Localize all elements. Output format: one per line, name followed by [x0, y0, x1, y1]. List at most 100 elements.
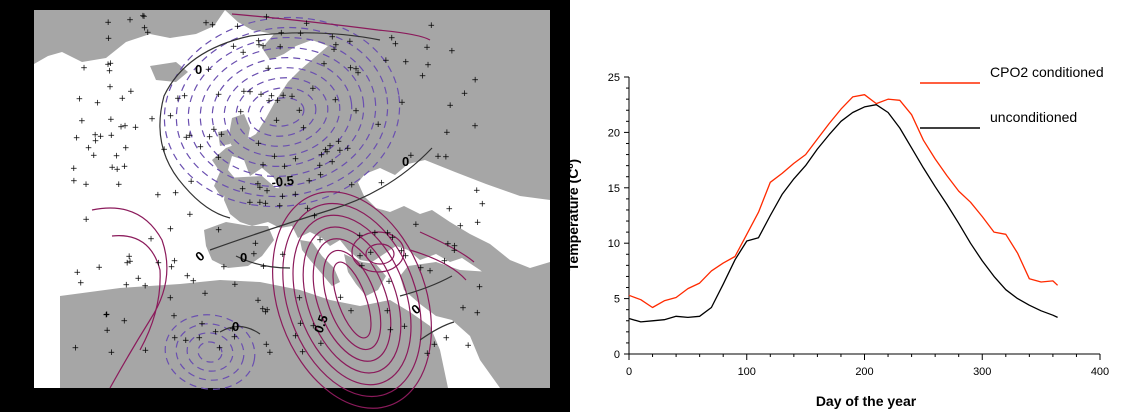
station-marker: +: [348, 181, 356, 191]
station-marker: +: [82, 215, 90, 225]
station-marker: +: [239, 48, 247, 58]
zero-contour: [399, 275, 453, 297]
station-marker: +: [385, 277, 393, 287]
negative-contour: [175, 323, 245, 381]
positive-contour: [322, 249, 382, 351]
station-marker: +: [263, 187, 271, 197]
station-marker: +: [398, 98, 406, 108]
negative-contour: [199, 47, 365, 177]
station-marker: +: [388, 34, 396, 44]
station-marker: +: [352, 107, 360, 117]
station-marker: +: [424, 349, 432, 359]
station-marker: +: [107, 115, 115, 125]
station-marker: +: [183, 133, 191, 143]
station-marker: +: [198, 320, 206, 330]
station-marker: +: [160, 145, 168, 155]
station-marker: +: [442, 152, 450, 162]
contour-label: 0: [195, 62, 202, 77]
station-marker: +: [103, 310, 111, 320]
station-marker: +: [250, 249, 258, 259]
station-marker: +: [147, 235, 155, 245]
station-marker: +: [296, 106, 304, 116]
negative-contour: [247, 87, 317, 137]
station-marker: +: [184, 272, 192, 282]
station-marker: +: [94, 98, 102, 108]
station-marker: +: [141, 24, 149, 34]
station-marker: +: [443, 128, 451, 138]
station-marker: +: [196, 334, 204, 344]
station-marker: +: [78, 116, 86, 126]
station-marker: +: [417, 264, 425, 274]
station-marker: +: [229, 325, 237, 335]
contour-label: 0: [232, 319, 239, 334]
station-marker: +: [387, 325, 395, 335]
land-balkans: [344, 254, 386, 296]
station-marker: +: [155, 259, 163, 269]
station-marker: +: [474, 218, 482, 228]
station-marker: +: [80, 64, 88, 74]
station-marker: +: [74, 268, 82, 278]
station-marker: +: [378, 178, 386, 188]
negative-contour: [259, 97, 305, 127]
x-tick-label: 300: [973, 366, 991, 378]
land-scandinavia: [212, 10, 550, 218]
station-marker: +: [347, 307, 355, 317]
station-marker: +: [266, 348, 274, 358]
station-marker: +: [423, 43, 431, 53]
station-marker: +: [126, 15, 134, 25]
station-marker: +: [121, 317, 129, 327]
station-marker: +: [234, 22, 242, 32]
station-marker: +: [318, 151, 326, 161]
contour-label: 0: [240, 250, 247, 265]
station-marker: +: [278, 29, 286, 39]
chart-canvas: 0 5 10 15 20 25 0 100 200 300 400 Day of the year…: [570, 64, 1109, 409]
station-marker: +: [297, 319, 305, 329]
land-central-europe: [224, 176, 550, 300]
station-marker: +: [108, 348, 116, 358]
station-marker: +: [119, 94, 127, 104]
station-marker: +: [474, 308, 482, 318]
anomaly-map: + + + + + + + + + + + + + + + + + + + + + + + + + + + + + + + + + + + + + + + +…: [0, 0, 570, 412]
station-marker: +: [459, 304, 467, 314]
station-marker: +: [471, 122, 479, 132]
station-marker: +: [256, 198, 264, 208]
land-britain: [228, 114, 250, 152]
station-marker: +: [231, 280, 239, 290]
negative-contour: [175, 26, 389, 198]
y-tick-label: 20: [608, 127, 620, 139]
station-marker: +: [332, 95, 340, 105]
station-markers: + + + + + + + + + + + + + + + + + + + + + + + + + + + + + + + + + + + + + + + +…: [70, 11, 486, 359]
station-marker: +: [431, 340, 439, 350]
station-marker: +: [187, 177, 195, 187]
station-marker: +: [330, 45, 338, 55]
positive-contour: [111, 235, 161, 351]
station-marker: +: [268, 91, 276, 101]
station-marker: +: [252, 239, 260, 249]
station-marker: +: [108, 163, 116, 173]
temperature-chart: 0 5 10 15 20 25 0 100 200 300 400 Day of the year…: [570, 0, 1124, 412]
station-marker: +: [104, 60, 112, 70]
negative-contour: [187, 36, 377, 188]
legend: CPO2 conditioned unconditioned: [920, 64, 1104, 129]
station-marker: +: [464, 341, 472, 351]
station-marker: +: [457, 222, 465, 232]
series-unconditioned: [628, 104, 1058, 323]
station-marker: +: [259, 160, 267, 170]
zero-contour: [209, 147, 433, 251]
station-marker: +: [311, 212, 319, 222]
x-axis-title: Day of the year: [816, 393, 917, 409]
positive-contour: [292, 214, 412, 386]
positive-contour: [91, 207, 168, 389]
positive-contour: [351, 231, 405, 273]
station-marker: +: [264, 64, 272, 74]
station-marker: +: [190, 277, 198, 287]
contour-label: -0.5: [271, 173, 295, 190]
station-marker: +: [106, 83, 114, 93]
station-marker: +: [304, 204, 312, 214]
station-marker: +: [392, 39, 400, 49]
station-marker: +: [434, 152, 442, 162]
series-cpo2-conditioned: [628, 94, 1059, 309]
station-marker: +: [448, 47, 456, 57]
station-marker: +: [473, 186, 481, 196]
negative-contour: [163, 16, 401, 208]
